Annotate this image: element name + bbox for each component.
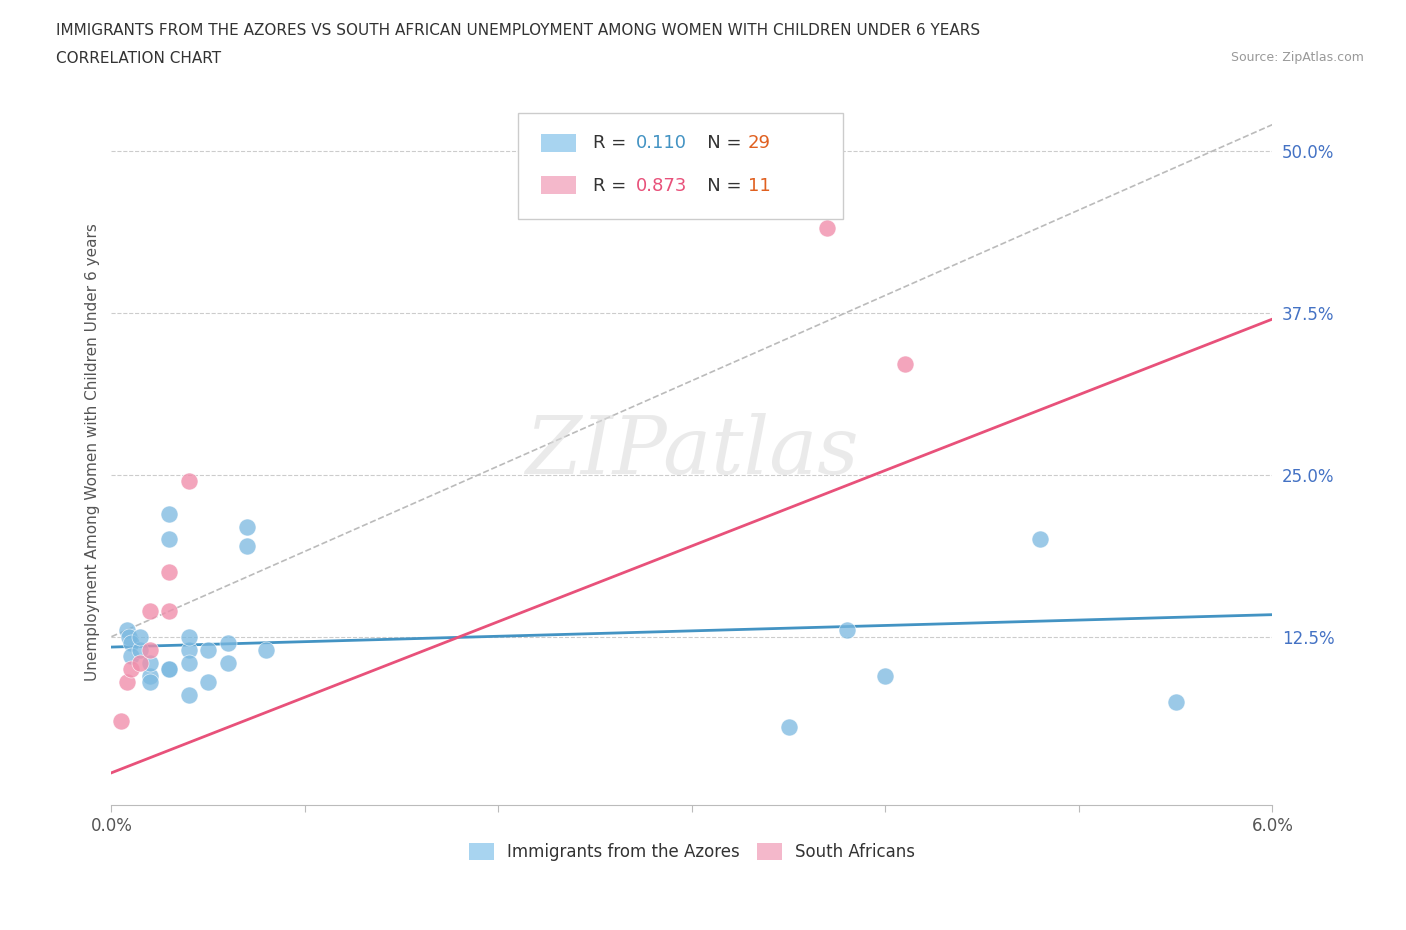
Point [159, 532, 181, 547]
Legend: Immigrants from the Azores, South Africans: Immigrants from the Azores, South Africa… [463, 836, 921, 868]
Point [1164, 694, 1187, 709]
Point [120, 636, 142, 651]
Text: 29: 29 [748, 134, 770, 153]
Point [177, 687, 200, 702]
Point [177, 643, 200, 658]
Point [875, 668, 897, 683]
Point [110, 713, 132, 728]
Point [236, 519, 259, 534]
Text: 11: 11 [748, 177, 770, 194]
Point [159, 661, 181, 676]
Point [120, 649, 142, 664]
Point [118, 630, 141, 644]
Y-axis label: Unemployment Among Women with Children Under 6 years: Unemployment Among Women with Children U… [86, 223, 100, 681]
Point [120, 661, 142, 676]
Text: Source: ZipAtlas.com: Source: ZipAtlas.com [1230, 51, 1364, 64]
Point [129, 655, 152, 670]
Point [1029, 532, 1052, 547]
Point [159, 661, 181, 676]
Text: R =: R = [593, 134, 633, 153]
Point [139, 643, 162, 658]
Text: R =: R = [593, 177, 633, 194]
Text: 0.873: 0.873 [636, 177, 688, 194]
Point [894, 357, 917, 372]
Text: CORRELATION CHART: CORRELATION CHART [56, 51, 221, 66]
Point [254, 643, 277, 658]
Point [159, 506, 181, 521]
Point [159, 565, 181, 579]
Point [177, 655, 200, 670]
Text: IMMIGRANTS FROM THE AZORES VS SOUTH AFRICAN UNEMPLOYMENT AMONG WOMEN WITH CHILDR: IMMIGRANTS FROM THE AZORES VS SOUTH AFRI… [56, 23, 980, 38]
Point [139, 674, 162, 689]
Point [197, 674, 219, 689]
FancyBboxPatch shape [541, 134, 576, 152]
Point [139, 604, 162, 618]
Point [815, 221, 838, 236]
Point [129, 643, 152, 658]
Point [197, 643, 219, 658]
Point [217, 636, 239, 651]
Point [835, 623, 858, 638]
Point [115, 674, 138, 689]
Text: ZIPatlas: ZIPatlas [526, 413, 859, 491]
Text: N =: N = [689, 134, 747, 153]
Point [129, 630, 152, 644]
Point [139, 668, 162, 683]
Text: 0.110: 0.110 [636, 134, 688, 153]
FancyBboxPatch shape [517, 113, 842, 219]
Point [177, 473, 200, 488]
Point [139, 655, 162, 670]
Point [159, 604, 181, 618]
Point [236, 538, 259, 553]
Point [778, 720, 800, 735]
Point [217, 655, 239, 670]
Point [177, 630, 200, 644]
Text: N =: N = [689, 177, 747, 194]
FancyBboxPatch shape [541, 177, 576, 194]
Point [115, 623, 138, 638]
